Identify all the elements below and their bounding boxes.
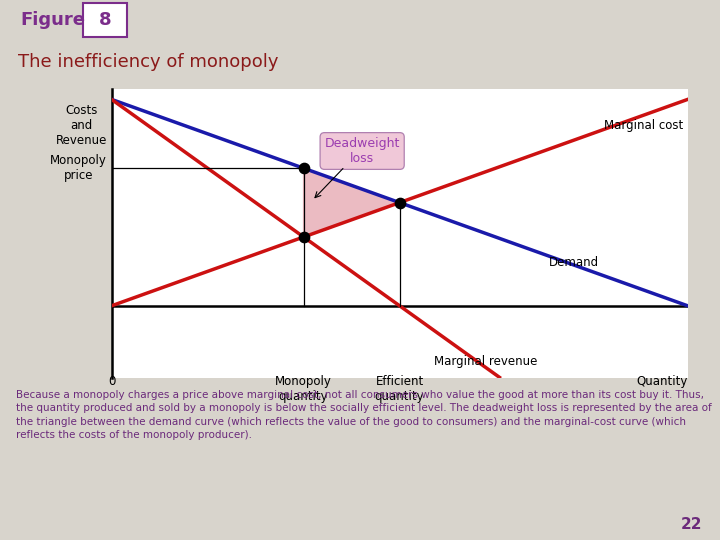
Text: Figure: Figure [20,11,85,29]
Text: Quantity: Quantity [636,375,688,388]
Polygon shape [304,168,400,237]
Text: Monopoly
price: Monopoly price [50,154,107,182]
Text: Efficient
quantity: Efficient quantity [375,375,424,403]
Text: 0: 0 [108,375,115,388]
Text: 8: 8 [99,11,112,29]
Text: Deadweight
loss: Deadweight loss [325,137,400,165]
Point [394,198,405,207]
Text: Marginal cost: Marginal cost [604,119,683,132]
Text: Marginal revenue: Marginal revenue [434,355,538,368]
Text: Demand: Demand [549,256,600,269]
Text: 22: 22 [680,517,702,532]
Point [298,164,310,172]
Text: Because a monopoly charges a price above marginal cost, not all consumers who va: Because a monopoly charges a price above… [16,390,711,440]
Point [298,233,310,241]
FancyBboxPatch shape [83,3,127,37]
Text: The inefficiency of monopoly: The inefficiency of monopoly [18,53,279,71]
Text: Monopoly
quantity: Monopoly quantity [275,375,332,403]
Text: Costs
and
Revenue: Costs and Revenue [55,104,107,146]
